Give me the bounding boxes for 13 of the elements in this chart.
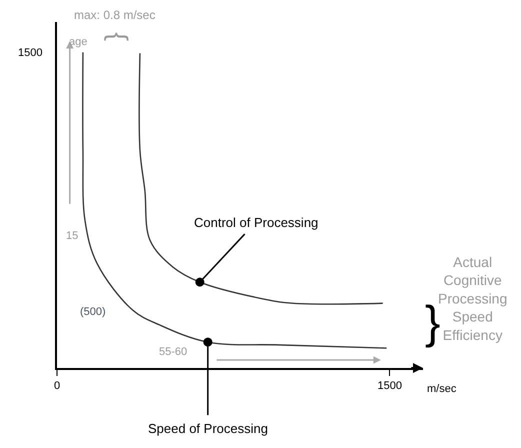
text: } [99, 32, 130, 41]
annotation: (500) [80, 306, 106, 318]
text: Actual Cognitive Processing Speed Efficiency [438, 254, 508, 343]
annotation: Speed of Processing [148, 421, 268, 436]
annotation: 15 [66, 230, 78, 242]
x-tick-label: 0 [54, 380, 60, 392]
text: max: 0.8 m/sec [74, 8, 156, 22]
annotation: Control of Processing [194, 215, 318, 230]
annotation: 55-60 [159, 346, 188, 358]
text: } [425, 296, 440, 348]
text: 1500 [18, 47, 42, 59]
text: age [69, 36, 88, 48]
x-axis-title: m/sec [427, 383, 457, 395]
